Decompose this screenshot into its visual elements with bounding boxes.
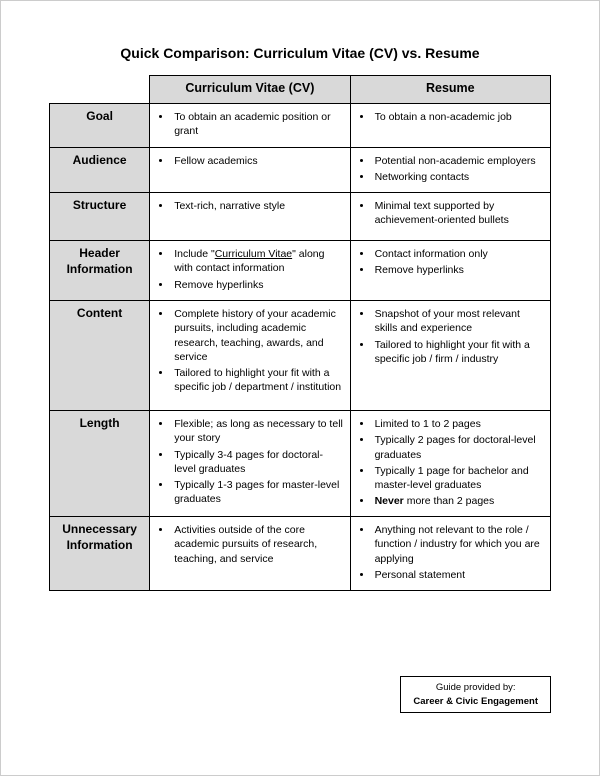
bullet-item: Remove hyperlinks xyxy=(172,278,343,292)
cell-length-resume: Limited to 1 to 2 pages Typically 2 pages… xyxy=(350,411,550,517)
row-goal: Goal To obtain an academic position or g… xyxy=(50,103,551,147)
page-title: Quick Comparison: Curriculum Vitae (CV) … xyxy=(49,45,551,61)
cell-content-cv: Complete history of your academic pursui… xyxy=(150,301,350,411)
bullet-item: To obtain an academic position or grant xyxy=(172,110,343,138)
header-row: Curriculum Vitae (CV) Resume xyxy=(50,76,551,104)
bullet-item: Typically 1-3 pages for master-level gra… xyxy=(172,478,343,506)
bullet-item: Include "Curriculum Vitae" along with co… xyxy=(172,247,343,275)
bullet-item: Networking contacts xyxy=(373,170,544,184)
col-header-cv: Curriculum Vitae (CV) xyxy=(150,76,350,104)
cell-audience-cv: Fellow academics xyxy=(150,147,350,192)
row-audience: Audience Fellow academics Potential non-… xyxy=(50,147,551,192)
bullet-item: Never more than 2 pages xyxy=(373,494,544,508)
row-structure: Structure Text-rich, narrative style Min… xyxy=(50,193,551,241)
comparison-table: Curriculum Vitae (CV) Resume Goal To obt… xyxy=(49,75,551,591)
credit-org: Career & Civic Engagement xyxy=(413,695,538,708)
row-label-length: Length xyxy=(50,411,150,517)
row-label-unnecessary: Unnecessary Information xyxy=(50,517,150,591)
bullet-item: Fellow academics xyxy=(172,154,343,168)
bullet-item: Limited to 1 to 2 pages xyxy=(373,417,544,431)
cell-header-info-resume: Contact information only Remove hyperlink… xyxy=(350,241,550,301)
row-label-content: Content xyxy=(50,301,150,411)
bullet-item: Typically 1 page for bachelor and master… xyxy=(373,464,544,492)
row-label-structure: Structure xyxy=(50,193,150,241)
bullet-item: Flexible; as long as necessary to tell y… xyxy=(172,417,343,445)
bullet-item: Typically 3-4 pages for doctoral-level g… xyxy=(172,448,343,476)
bullet-item: Tailored to highlight your fit with a sp… xyxy=(373,338,544,366)
cell-structure-cv: Text-rich, narrative style xyxy=(150,193,350,241)
cell-header-info-cv: Include "Curriculum Vitae" along with co… xyxy=(150,241,350,301)
bullet-item: Typically 2 pages for doctoral-level gra… xyxy=(373,433,544,461)
row-content: Content Complete history of your academi… xyxy=(50,301,551,411)
cell-goal-cv: To obtain an academic position or grant xyxy=(150,103,350,147)
credit-label: Guide provided by: xyxy=(413,681,538,694)
cell-audience-resume: Potential non-academic employers Networki… xyxy=(350,147,550,192)
credit-box: Guide provided by: Career & Civic Engage… xyxy=(400,676,551,713)
page: Quick Comparison: Curriculum Vitae (CV) … xyxy=(0,0,600,776)
row-label-goal: Goal xyxy=(50,103,150,147)
bullet-item: Text-rich, narrative style xyxy=(172,199,343,213)
bullet-item: Tailored to highlight your fit with a sp… xyxy=(172,366,343,394)
cell-goal-resume: To obtain a non-academic job xyxy=(350,103,550,147)
cell-content-resume: Snapshot of your most relevant skills an… xyxy=(350,301,550,411)
row-unnecessary: Unnecessary Information Activities outsi… xyxy=(50,517,551,591)
bullet-item: Potential non-academic employers xyxy=(373,154,544,168)
bullet-item: Personal statement xyxy=(373,568,544,582)
corner-cell xyxy=(50,76,150,104)
bullet-item: Snapshot of your most relevant skills an… xyxy=(373,307,544,335)
bullet-item: Anything not relevant to the role / func… xyxy=(373,523,544,566)
bullet-item: Minimal text supported by achievement-or… xyxy=(373,199,544,227)
cell-unnecessary-resume: Anything not relevant to the role / func… xyxy=(350,517,550,591)
cell-structure-resume: Minimal text supported by achievement-or… xyxy=(350,193,550,241)
bullet-item: To obtain a non-academic job xyxy=(373,110,544,124)
row-header-info: Header Information Include "Curriculum V… xyxy=(50,241,551,301)
row-label-audience: Audience xyxy=(50,147,150,192)
row-label-header-info: Header Information xyxy=(50,241,150,301)
cell-unnecessary-cv: Activities outside of the core academic … xyxy=(150,517,350,591)
cell-length-cv: Flexible; as long as necessary to tell y… xyxy=(150,411,350,517)
bullet-item: Complete history of your academic pursui… xyxy=(172,307,343,364)
bullet-item: Remove hyperlinks xyxy=(373,263,544,277)
bullet-item: Activities outside of the core academic … xyxy=(172,523,343,566)
row-length: Length Flexible; as long as necessary to… xyxy=(50,411,551,517)
col-header-resume: Resume xyxy=(350,76,550,104)
bullet-item: Contact information only xyxy=(373,247,544,261)
